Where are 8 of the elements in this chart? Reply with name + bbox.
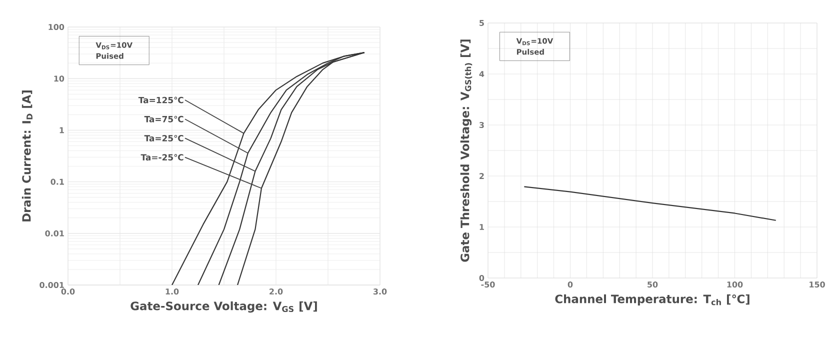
annotation: Ta=75℃ — [144, 116, 184, 122]
annotation: Ta=25℃ — [144, 134, 184, 142]
annotation: Ta=125℃ — [138, 96, 184, 104]
annotation: Ta=-25℃ — [140, 154, 184, 161]
y-axis-title: Gate Threshold Voltage: V$_{GS(th)}$ [V] — [460, 40, 472, 262]
y-axis-title: Drain Current: I$_{D}$ [A] — [22, 90, 32, 222]
x-axis-title: Gate-Source Voltage: V$_{GS}$ [V] — [130, 301, 317, 313]
x-axis-title: Channel Temperature: T$_{ch}$ [℃] — [555, 294, 750, 306]
